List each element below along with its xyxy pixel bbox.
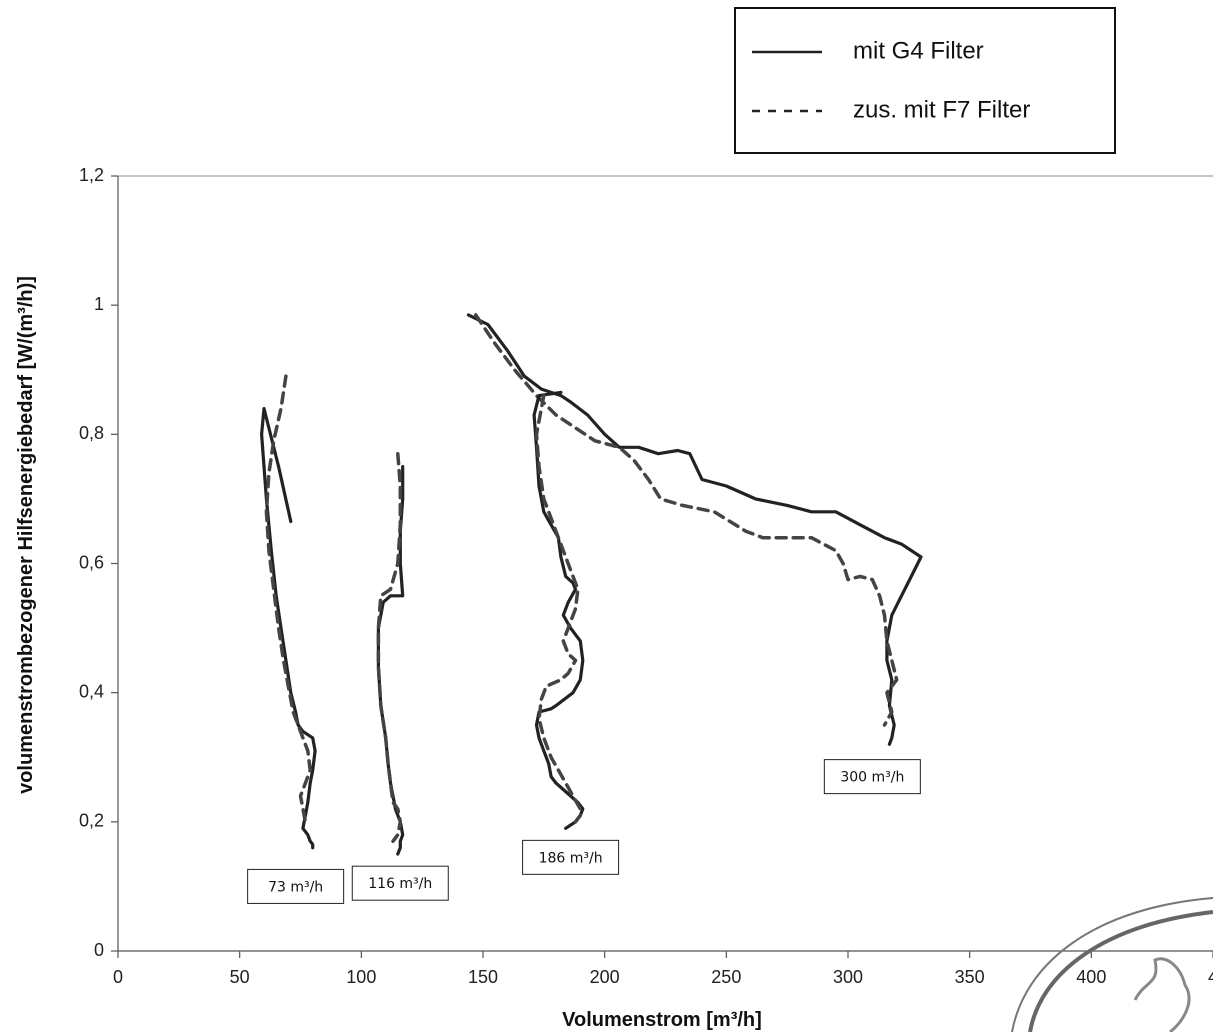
- flow-label: 300 m³/h: [840, 770, 904, 786]
- y-tick-label: 1: [94, 294, 104, 314]
- flow-label-box: [823, 759, 921, 795]
- legend-label-f7: zus. mit F7 Filter: [853, 96, 1030, 123]
- y-tick-label: 0,6: [79, 552, 104, 572]
- legend: mit G4 Filter zus. mit F7 Filter: [734, 7, 1116, 154]
- y-tick-label: 0,2: [79, 811, 104, 831]
- x-tick-label: 4: [1208, 967, 1213, 987]
- x-axis-title: Volumenstrom [m³/h]: [562, 1009, 762, 1031]
- x-tick-label: 250: [711, 967, 741, 987]
- y-tick-label: 0,4: [79, 681, 104, 701]
- x-tick-label: 100: [346, 967, 376, 987]
- seal-stamp: [1011, 897, 1213, 1032]
- y-tick-label: 0: [94, 940, 104, 960]
- series-line-dashed-116: [376, 451, 403, 843]
- ticks-layer: 050100150200250300350400400,20,40,60,811…: [79, 165, 1213, 987]
- series-line-dashed-186-low: [534, 393, 583, 824]
- flow-label: 73 m³/h: [268, 879, 323, 895]
- x-tick-label: 350: [955, 967, 985, 987]
- x-tick-label: 150: [468, 967, 498, 987]
- y-tick-label: 1,2: [79, 165, 104, 185]
- x-tick-label: 0: [113, 967, 123, 987]
- legend-box: [734, 7, 1116, 154]
- flow-label-box: [247, 868, 345, 904]
- annotations-layer: 73 m³/h 116 m³/h 186 m³/h 300 m³/h: [247, 759, 921, 904]
- series-line-solid-186: [466, 313, 923, 746]
- flow-label: 186 m³/h: [539, 850, 603, 866]
- legend-label-g4: mit G4 Filter: [853, 37, 984, 64]
- x-tick-label: 400: [1076, 967, 1106, 987]
- plot-area: [117, 175, 1213, 952]
- y-tick-label: 0,8: [79, 423, 104, 443]
- x-tick-label: 300: [833, 967, 863, 987]
- series-layer: [260, 313, 923, 856]
- series-line-dashed-186: [473, 313, 899, 727]
- series-line-dashed-73: [264, 374, 312, 824]
- flow-label: 116 m³/h: [368, 876, 432, 892]
- flow-label-box: [522, 839, 620, 875]
- x-tick-label: 200: [590, 967, 620, 987]
- series-line-solid-186-low: [532, 390, 585, 830]
- x-tick-label: 50: [230, 967, 250, 987]
- flow-label-box: [351, 865, 449, 901]
- series-line-solid-73: [260, 406, 317, 850]
- y-axis-title: volumenstrombezogener Hilfsenergiebedarf…: [15, 276, 37, 794]
